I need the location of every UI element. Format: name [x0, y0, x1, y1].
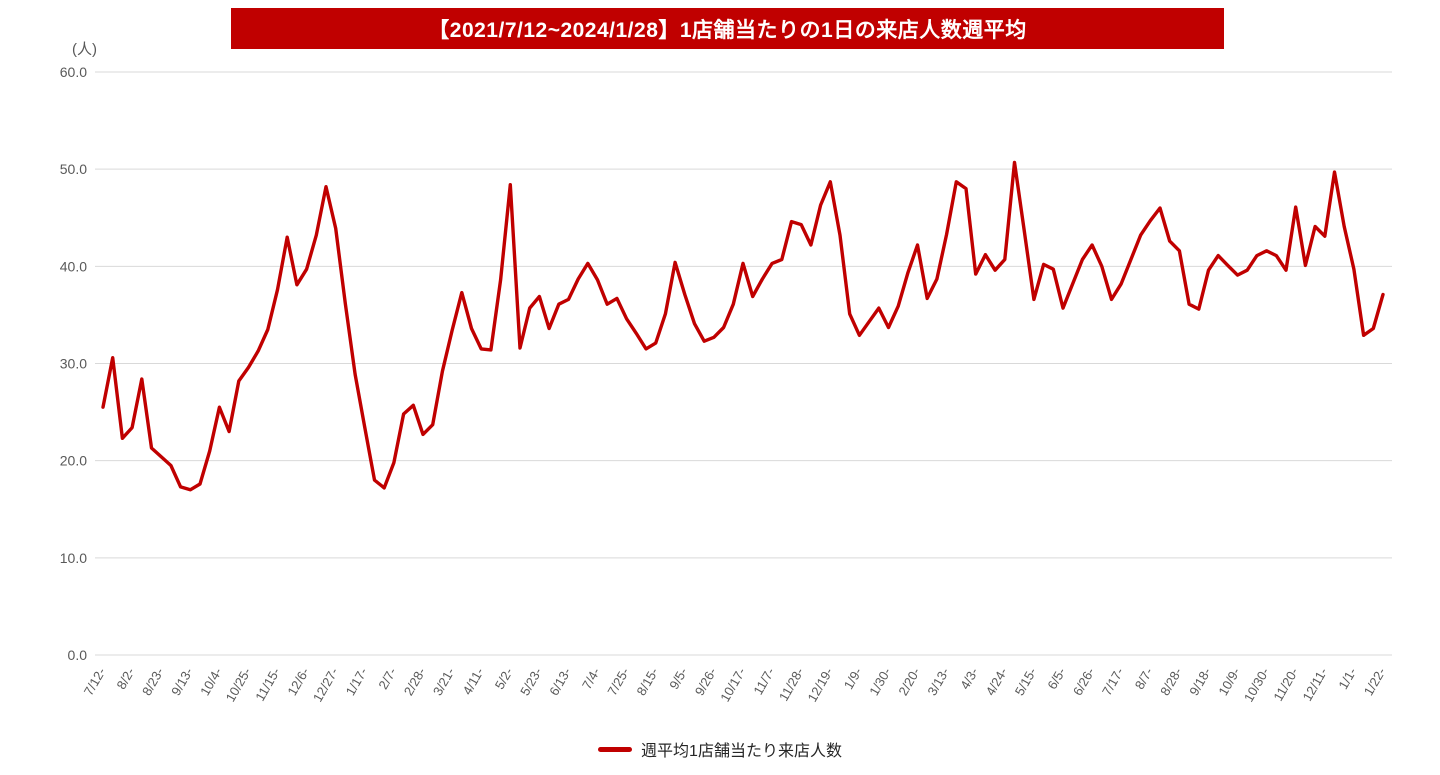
y-tick-label: 60.0: [60, 64, 87, 80]
x-tick-label: 2/20-: [895, 665, 923, 698]
x-tick-label: 7/12-: [81, 665, 109, 698]
x-tick-label: 10/9-: [1215, 665, 1243, 698]
x-tick-label: 1/9-: [841, 665, 865, 692]
x-tick-label: 9/18-: [1186, 665, 1214, 698]
x-tick-label: 2/7-: [375, 665, 399, 692]
x-tick-label: 2/28-: [401, 665, 429, 698]
x-tick-label: 10/4-: [197, 665, 225, 698]
x-tick-label: 9/5-: [666, 665, 690, 692]
x-tick-label: 9/13-: [168, 665, 196, 698]
x-tick-label: 7/17-: [1099, 665, 1127, 698]
x-tick-label: 6/13-: [546, 665, 574, 698]
x-tick-label: 4/11-: [459, 665, 486, 697]
chart-title: 【2021/7/12~2024/1/28】1店舗当たりの1日の来店人数週平均: [428, 18, 1027, 42]
legend-label: 週平均1店舗当たり来店人数: [641, 743, 842, 760]
x-tick-label: 10/25-: [223, 665, 254, 704]
legend-line-swatch: [598, 746, 633, 752]
x-tick-label: 1/22-: [1361, 665, 1389, 698]
x-tick-label: 10/17-: [717, 665, 748, 704]
x-tick-label: 1/30-: [866, 665, 894, 698]
x-tick-label: 1/1-: [1335, 665, 1359, 692]
y-tick-label: 40.0: [60, 258, 87, 274]
x-tick-label: 7/25-: [604, 665, 632, 698]
x-tick-label: 11/7-: [750, 665, 777, 697]
x-tick-label: 5/23-: [517, 665, 545, 698]
y-tick-label: 10.0: [60, 550, 87, 566]
y-axis-unit-label: (人): [72, 41, 97, 58]
x-tick-label: 8/23-: [139, 665, 167, 698]
y-tick-label: 30.0: [60, 356, 87, 372]
x-tick-label: 11/20-: [1270, 665, 1301, 704]
x-tick-label: 12/27-: [310, 665, 341, 704]
x-tick-label: 8/2-: [113, 665, 137, 692]
x-tick-label: 6/26-: [1070, 665, 1098, 698]
y-tick-label: 0.0: [68, 647, 88, 663]
chart-title-banner: 【2021/7/12~2024/1/28】1店舗当たりの1日の来店人数週平均: [231, 8, 1224, 49]
x-tick-label: 1/17-: [343, 665, 371, 698]
x-tick-label: 10/30-: [1241, 665, 1272, 704]
x-tick-label: 11/28-: [776, 665, 807, 704]
x-tick-label: 7/4-: [579, 665, 603, 692]
x-tick-label: 12/19-: [804, 665, 835, 704]
x-tick-label: 3/21-: [430, 665, 458, 698]
legend: 週平均1店舗当たり来店人数: [0, 737, 1440, 761]
x-tick-label: 6/5-: [1044, 665, 1068, 692]
x-tick-label: 4/24-: [983, 665, 1011, 698]
y-tick-label: 50.0: [60, 161, 87, 177]
x-tick-label: 4/3-: [957, 665, 981, 692]
x-tick-label: 8/15-: [634, 665, 662, 698]
x-tick-label: 12/6-: [284, 665, 312, 698]
x-tick-label: 11/15-: [252, 665, 283, 704]
y-tick-label: 20.0: [60, 453, 87, 469]
x-tick-label: 12/11-: [1299, 665, 1330, 704]
x-tick-label: 8/28-: [1157, 665, 1185, 698]
x-tick-label: 8/7-: [1132, 665, 1156, 692]
x-tick-label: 3/13-: [924, 665, 952, 698]
x-tick-label: 5/2-: [492, 665, 516, 692]
data-line-weekly-visitors: [101, 160, 1385, 492]
x-tick-label: 9/26-: [692, 665, 720, 698]
x-tick-label: 5/15-: [1012, 665, 1040, 698]
